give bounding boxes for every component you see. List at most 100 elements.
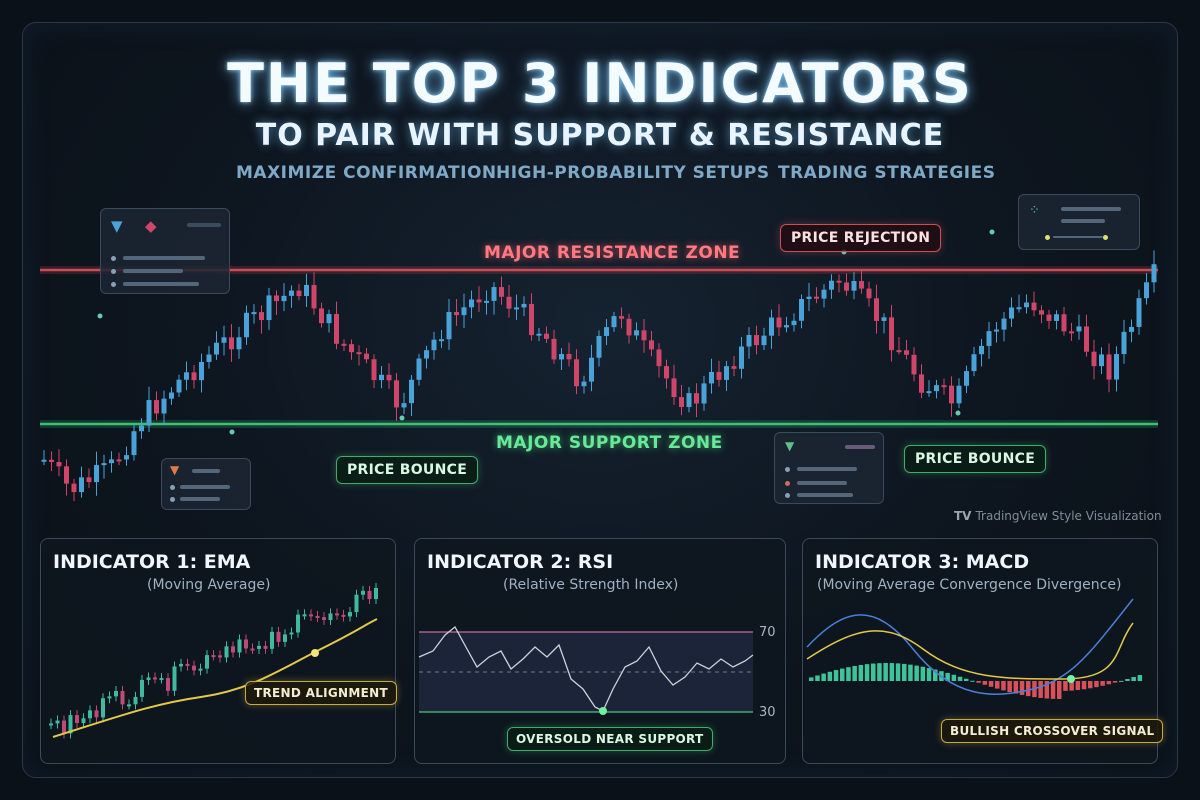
candle-body (416, 358, 422, 380)
ema-candle-body (62, 720, 66, 734)
candle-body (859, 281, 864, 289)
candle-body (926, 391, 932, 394)
ema-candle-body (218, 655, 222, 658)
candle-body (994, 329, 999, 332)
candle-body (806, 296, 812, 300)
macd-histogram-bar (809, 677, 814, 681)
ema-line (52, 618, 378, 738)
candle-body (161, 398, 167, 414)
candle-body (469, 299, 474, 308)
candle-body (1114, 354, 1119, 380)
candle-body (394, 380, 399, 408)
candle-body (349, 344, 354, 353)
ema-candle-body (296, 614, 300, 633)
macd-histogram-bar (1112, 681, 1118, 683)
candle-body (1099, 354, 1104, 367)
resistance-zone-label: MAJOR RESISTANCE ZONE (484, 243, 741, 263)
candle-body (431, 339, 437, 351)
candle-body (536, 333, 542, 336)
macd-histogram-bar (914, 665, 919, 681)
panel-rsi: INDICATOR 2: RSI (Relative Strength Inde… (414, 538, 786, 764)
macd-histogram-bar (827, 671, 833, 681)
macd-histogram-bar (964, 678, 969, 681)
candle-body (679, 397, 684, 408)
candle-body (79, 477, 84, 493)
candle-body (1054, 314, 1059, 321)
ema-candle-body (198, 668, 203, 671)
watermark: TV TradingView Style Visualization (954, 509, 1162, 523)
candle-body (934, 385, 939, 392)
macd-histogram-bar (840, 668, 845, 681)
candle-body (589, 357, 594, 382)
candle-body (446, 312, 452, 340)
ema-candle-body (374, 588, 378, 600)
ema-candle-body (244, 639, 248, 649)
macd-histogram-bar (1075, 681, 1081, 691)
tagline-confirmation: MAXIMIZE CONFIRMATION (236, 163, 497, 183)
glow-dot (989, 229, 995, 235)
candle-body (716, 371, 722, 380)
candle-body (581, 381, 587, 387)
macd-histogram-bar (877, 663, 882, 681)
bullish-crossover-callout: BULLISH CROSSOVER SIGNAL (941, 719, 1164, 743)
candle-body (641, 330, 647, 341)
ema-candle-body (276, 631, 281, 642)
candle-body (274, 295, 279, 302)
ema-candle-body (166, 678, 170, 691)
panel-macd-title: INDICATOR 3: MACD (815, 551, 1030, 573)
macd-histogram-bar (982, 681, 988, 685)
page-title: THE TOP 3 INDICATORS (227, 52, 973, 115)
mini-card-top-right: ⁘ (1018, 194, 1140, 250)
candle-body (499, 287, 504, 297)
candle-body (724, 366, 729, 380)
candle-body (1061, 314, 1067, 332)
candle-body (596, 335, 602, 358)
macd-histogram-bar (988, 681, 994, 687)
ema-candle-body (127, 704, 131, 707)
candle-body (656, 349, 662, 367)
candle-body (461, 307, 467, 316)
macd-histogram-bar (883, 663, 888, 681)
candle-body (529, 303, 534, 336)
ema-candle-body (263, 645, 268, 649)
panel-ema-title: INDICATOR 1: EMA (53, 551, 251, 573)
candle-body (791, 320, 797, 326)
candle-body (544, 333, 549, 339)
candle-body (214, 342, 219, 355)
candle-body (986, 331, 992, 346)
macd-histogram-bar (1063, 681, 1068, 691)
candle-body (139, 425, 144, 432)
glow-dot (955, 410, 961, 416)
bull-icon: ▼ (111, 217, 123, 235)
ema-candle-body (120, 690, 125, 705)
candle-body (251, 312, 257, 315)
candle-body (131, 431, 137, 456)
candle-body (56, 461, 62, 467)
ema-candle-body (75, 715, 79, 723)
candle-body (169, 392, 174, 399)
glow-dot (399, 415, 405, 421)
macd-histogram-bar (1131, 677, 1136, 681)
ema-candle-body (179, 663, 183, 667)
rsi-level-30: 30 (759, 705, 776, 720)
candle-body (341, 343, 347, 346)
macd-histogram-bar (1038, 681, 1043, 698)
candle-body (551, 338, 557, 360)
candle-body (611, 316, 617, 328)
ema-candle-body (114, 690, 118, 697)
macd-crossover-point (1067, 675, 1075, 683)
candle-body (41, 459, 47, 462)
macd-histogram-bar (1137, 675, 1143, 681)
macd-histogram-bar (864, 664, 870, 681)
candle-body (776, 317, 782, 328)
macd-histogram-bar (895, 663, 901, 681)
macd-histogram-bar (1057, 681, 1062, 699)
candle-body (964, 371, 969, 386)
candle-body (109, 459, 114, 464)
panel-rsi-subtitle: (Relative Strength Index) (503, 577, 679, 593)
macd-histogram-bar (889, 663, 895, 681)
support-zone-label: MAJOR SUPPORT ZONE (496, 433, 723, 453)
candle-body (784, 325, 789, 328)
macd-line (806, 598, 1134, 695)
candle-body (971, 354, 977, 372)
